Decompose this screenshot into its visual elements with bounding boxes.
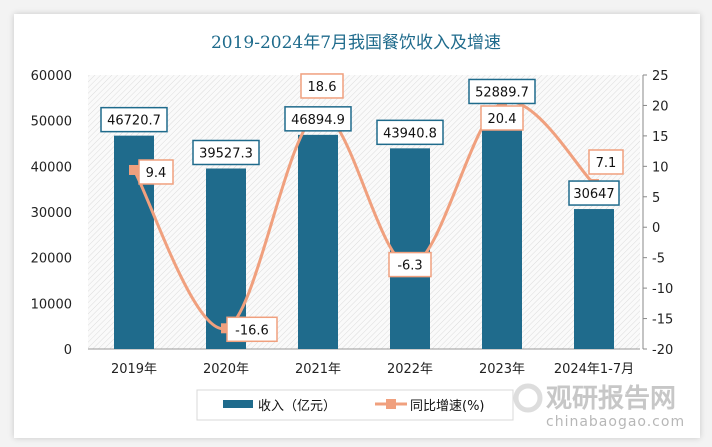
bar-data-label: 43940.8	[383, 126, 437, 141]
right-axis-tick: -20	[652, 343, 673, 358]
bar-data-label: 46720.7	[107, 114, 161, 129]
x-axis-tick: 2020年	[203, 362, 249, 377]
plot-area	[88, 75, 640, 349]
right-axis-tick: 0	[652, 221, 660, 236]
left-axis-tick: 10000	[31, 297, 72, 312]
bar	[298, 134, 338, 349]
bar-data-label: 39527.3	[199, 146, 253, 161]
bar-data-label-box	[284, 106, 352, 132]
growth-data-label-box	[300, 73, 344, 99]
growth-data-label: 9.4	[146, 166, 167, 181]
right-axis-tick: -10	[652, 282, 673, 297]
bar	[574, 209, 614, 349]
bar	[482, 107, 522, 349]
growth-data-label-box	[588, 149, 624, 175]
right-axis-tick: 20	[652, 99, 669, 114]
growth-data-label: -6.3	[397, 259, 422, 274]
x-axis-tick: 2022年	[387, 362, 433, 377]
x-axis-tick: 2021年	[295, 362, 341, 377]
watermark-logo-icon	[513, 383, 543, 413]
bar-data-label: 52889.7	[475, 85, 529, 100]
left-axis-tick: 30000	[31, 206, 72, 221]
x-axis-tick: 2023年	[479, 362, 525, 377]
growth-data-label-box	[388, 251, 432, 278]
growth-marker	[129, 164, 139, 175]
growth-data-label: 18.6	[308, 80, 337, 95]
bar-data-label-box	[192, 139, 260, 166]
growth-data-label: 7.1	[596, 156, 617, 171]
x-axis-tick: 2019年	[111, 362, 157, 377]
growth-marker	[221, 323, 231, 334]
right-axis-tick: 10	[652, 160, 669, 175]
legend-line-label: 同比增速(%)	[410, 399, 485, 414]
bar-data-label: 46894.9	[291, 113, 345, 128]
legend-bar-label: 收入（亿元）	[258, 399, 336, 414]
right-axis-tick: -15	[652, 313, 673, 328]
left-axis-tick: 40000	[31, 160, 72, 175]
bar-data-label-box	[568, 180, 620, 206]
bar	[390, 148, 430, 349]
right-axis-tick: -5	[652, 252, 665, 267]
right-axis-tick: 5	[652, 191, 660, 206]
x-axis-tick: 2024年1-7月	[554, 362, 634, 377]
bar-data-label: 30647	[573, 187, 614, 202]
watermark-url: chinabaogao.com	[546, 414, 685, 430]
left-axis-tick: 60000	[31, 69, 72, 84]
growth-data-label: 20.4	[488, 112, 517, 127]
bar-data-label-box	[100, 106, 168, 133]
bar-data-label-box	[376, 119, 444, 146]
growth-data-label-box	[138, 159, 174, 185]
growth-data-label: -16.6	[235, 323, 269, 338]
growth-data-label-box	[480, 105, 524, 131]
growth-data-label-box	[226, 316, 278, 343]
right-axis-tick: 15	[652, 130, 669, 145]
left-axis-tick: 50000	[31, 115, 72, 130]
left-axis-tick: 20000	[31, 252, 72, 267]
legend-bar-swatch	[223, 400, 253, 408]
watermark-text: 观研报告网	[546, 383, 676, 414]
legend-line-marker	[386, 399, 396, 409]
watermark: 观研报告网 chinabaogao.com	[513, 383, 685, 430]
chart-title: 2019-2024年7月我国餐饮收入及增速	[211, 33, 501, 53]
left-axis-tick: 0	[64, 343, 72, 358]
right-axis-tick: 25	[652, 69, 669, 84]
bar-data-label-box	[468, 78, 536, 105]
